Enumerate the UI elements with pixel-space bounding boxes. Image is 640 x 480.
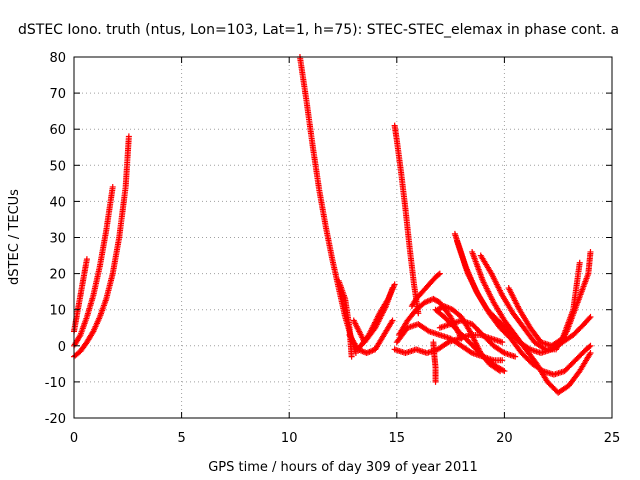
series-22 [505,259,583,349]
x-tick-label: 5 [177,431,185,446]
data-point [348,353,355,360]
y-tick-label: 50 [49,159,66,174]
data-point [391,281,398,288]
data-point [586,343,593,350]
data-point [587,342,594,349]
x-tick-label: 25 [604,431,621,446]
x-tick-label: 20 [496,431,513,446]
data-point [436,270,443,277]
data-point [587,313,594,320]
data-point [587,350,594,357]
x-tick-label: 15 [389,431,406,446]
data-point [540,345,547,352]
series-10 [391,331,506,357]
y-tick-label: 60 [49,123,66,138]
y-axis-label: dSTEC / TECUs [7,189,22,285]
series-2 [71,183,116,349]
series-20 [469,248,594,396]
data-point [109,183,116,190]
data-point [495,367,502,374]
axis-ticks: 0 5 10 15 20 25 -20 -10 0 10 20 30 40 50 60 70 80 [45,51,621,446]
y-tick-label: 10 [49,304,66,319]
data-point [499,357,506,364]
data-point [497,368,504,375]
y-tick-label: 40 [49,195,66,210]
series-17 [436,317,519,360]
data-point [76,333,83,340]
data-point [125,133,132,140]
y-tick-label: 80 [49,51,66,66]
x-tick-label: 0 [70,431,78,446]
y-tick-label: 0 [58,340,66,355]
data-point [432,378,439,385]
y-tick-label: 30 [49,232,66,247]
series-16 [434,303,504,375]
series-3 [71,256,90,335]
y-tick-label: -10 [45,376,66,391]
data-point [415,310,422,317]
data-point [499,339,506,346]
data-point [576,259,583,266]
data-point [435,271,442,278]
series-13 [408,270,443,310]
data-point [512,353,519,360]
y-tick-label: 20 [49,268,66,283]
series-14 [430,339,439,385]
data-point [389,317,396,324]
y-tick-label: 70 [49,87,66,102]
y-tick-label: -20 [45,412,66,427]
data-point [586,315,593,322]
chart-title: dSTEC Iono. truth (ntus, Lon=103, Lat=1,… [18,22,619,38]
plot-area [71,54,594,396]
data-point [587,248,594,255]
series-8 [355,281,398,353]
series-1 [71,133,132,360]
x-tick-label: 10 [281,431,298,446]
x-axis-label: GPS time / hours of day 309 of year 2011 [208,460,478,475]
data-point [83,256,90,263]
